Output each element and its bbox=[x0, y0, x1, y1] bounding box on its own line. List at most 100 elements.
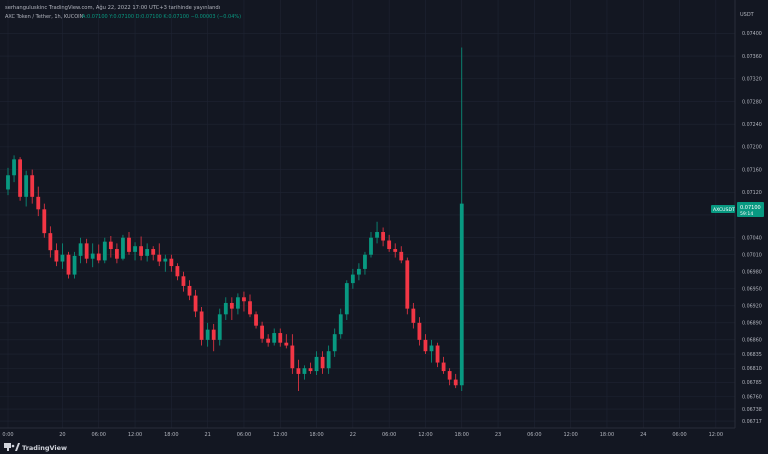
candle[interactable] bbox=[453, 373, 458, 389]
candle[interactable] bbox=[338, 308, 343, 339]
candle[interactable] bbox=[435, 342, 440, 368]
candle[interactable] bbox=[193, 289, 198, 318]
candle[interactable] bbox=[181, 271, 186, 292]
candle[interactable] bbox=[48, 226, 53, 258]
candle[interactable] bbox=[42, 203, 47, 238]
candle[interactable] bbox=[60, 243, 65, 269]
candle[interactable] bbox=[369, 232, 373, 258]
candle[interactable] bbox=[36, 186, 41, 217]
candle[interactable] bbox=[393, 243, 398, 258]
candle[interactable] bbox=[260, 321, 264, 343]
time-tick-label: 06:00 bbox=[92, 432, 106, 438]
candle[interactable] bbox=[199, 306, 204, 346]
candle[interactable] bbox=[254, 311, 258, 329]
candle[interactable] bbox=[308, 362, 313, 374]
candle[interactable] bbox=[302, 365, 307, 380]
candle[interactable] bbox=[169, 254, 174, 272]
candle[interactable] bbox=[387, 234, 392, 252]
candle-body bbox=[60, 254, 65, 262]
candle[interactable] bbox=[405, 257, 410, 315]
candle[interactable] bbox=[236, 293, 240, 315]
candle[interactable] bbox=[223, 297, 228, 320]
candle-body bbox=[326, 351, 331, 369]
candle-body bbox=[133, 246, 137, 252]
candle[interactable] bbox=[121, 234, 125, 261]
candle-body bbox=[320, 356, 325, 369]
price-tick-label: 0.06860 bbox=[742, 338, 762, 344]
candle-body bbox=[175, 266, 180, 277]
candle[interactable] bbox=[6, 167, 10, 196]
candle[interactable] bbox=[78, 237, 83, 264]
candle[interactable] bbox=[357, 263, 361, 281]
candle[interactable] bbox=[350, 268, 355, 289]
candle-body bbox=[411, 308, 416, 323]
time-scale[interactable]: 0:00 20 06:00 12:00 18:00 21 06:00 12:00 18:00 22… bbox=[2, 432, 723, 438]
candle[interactable] bbox=[217, 308, 222, 346]
candle[interactable] bbox=[399, 246, 404, 264]
candle[interactable] bbox=[139, 236, 143, 261]
candle[interactable] bbox=[24, 170, 29, 207]
candle[interactable] bbox=[242, 291, 246, 312]
candle[interactable] bbox=[417, 317, 422, 346]
candle[interactable] bbox=[127, 232, 131, 255]
candle[interactable] bbox=[18, 157, 22, 201]
candle[interactable] bbox=[90, 243, 95, 268]
candle[interactable] bbox=[381, 227, 385, 247]
candle[interactable] bbox=[145, 243, 150, 262]
candle[interactable] bbox=[447, 368, 452, 386]
time-tick-label: 24 bbox=[640, 432, 646, 438]
candle[interactable] bbox=[411, 302, 416, 329]
candle[interactable] bbox=[163, 254, 168, 272]
candle[interactable] bbox=[266, 334, 271, 347]
candle[interactable] bbox=[72, 251, 77, 279]
time-tick-label: 22 bbox=[350, 432, 356, 438]
candle[interactable] bbox=[332, 328, 337, 357]
price-tick-label: 0.07240 bbox=[742, 122, 762, 128]
price-scale[interactable]: 0.07400 0.07360 0.07320 0.07280 0.07240 0.072… bbox=[742, 31, 762, 425]
candle[interactable] bbox=[151, 246, 156, 261]
candle[interactable] bbox=[96, 244, 101, 264]
symbol-title[interactable]: AXC Token / Tether, 1h, KUCOIN bbox=[5, 14, 84, 20]
candle[interactable] bbox=[326, 345, 331, 374]
candle[interactable] bbox=[30, 169, 35, 204]
candle[interactable] bbox=[423, 334, 428, 355]
candle[interactable] bbox=[12, 155, 16, 183]
candle[interactable] bbox=[375, 221, 379, 244]
candle[interactable] bbox=[314, 351, 319, 376]
time-tick-label: 20 bbox=[59, 432, 65, 438]
tradingview-branding[interactable]: TradingView bbox=[4, 443, 67, 452]
candle-body bbox=[296, 368, 301, 374]
candle[interactable] bbox=[429, 339, 434, 363]
candle[interactable] bbox=[441, 356, 446, 374]
candle[interactable] bbox=[187, 280, 192, 301]
candle[interactable] bbox=[290, 334, 295, 374]
time-tick-label: 06:00 bbox=[237, 432, 251, 438]
candle[interactable] bbox=[102, 237, 107, 264]
candle[interactable] bbox=[278, 328, 283, 347]
candle[interactable] bbox=[459, 47, 464, 391]
candle[interactable] bbox=[108, 235, 113, 258]
time-tick-label: 06:00 bbox=[382, 432, 396, 438]
candle[interactable] bbox=[363, 251, 367, 275]
candle[interactable] bbox=[157, 243, 162, 267]
candle[interactable] bbox=[84, 238, 89, 264]
candle[interactable] bbox=[205, 322, 210, 347]
candle-body bbox=[12, 159, 16, 176]
candle-body bbox=[399, 251, 404, 261]
candle[interactable] bbox=[229, 297, 234, 320]
candle[interactable] bbox=[296, 359, 301, 391]
candle-body bbox=[314, 356, 319, 372]
candle[interactable] bbox=[133, 242, 137, 261]
candle[interactable] bbox=[54, 243, 59, 267]
candle[interactable] bbox=[115, 243, 119, 264]
candle[interactable] bbox=[272, 328, 277, 346]
candle[interactable] bbox=[284, 334, 289, 349]
candle[interactable] bbox=[175, 263, 180, 281]
candle[interactable] bbox=[211, 323, 216, 352]
candle[interactable] bbox=[66, 251, 71, 279]
candle[interactable] bbox=[344, 280, 349, 320]
candle[interactable] bbox=[248, 294, 252, 318]
candle-body bbox=[248, 301, 252, 315]
candle[interactable] bbox=[320, 351, 325, 374]
